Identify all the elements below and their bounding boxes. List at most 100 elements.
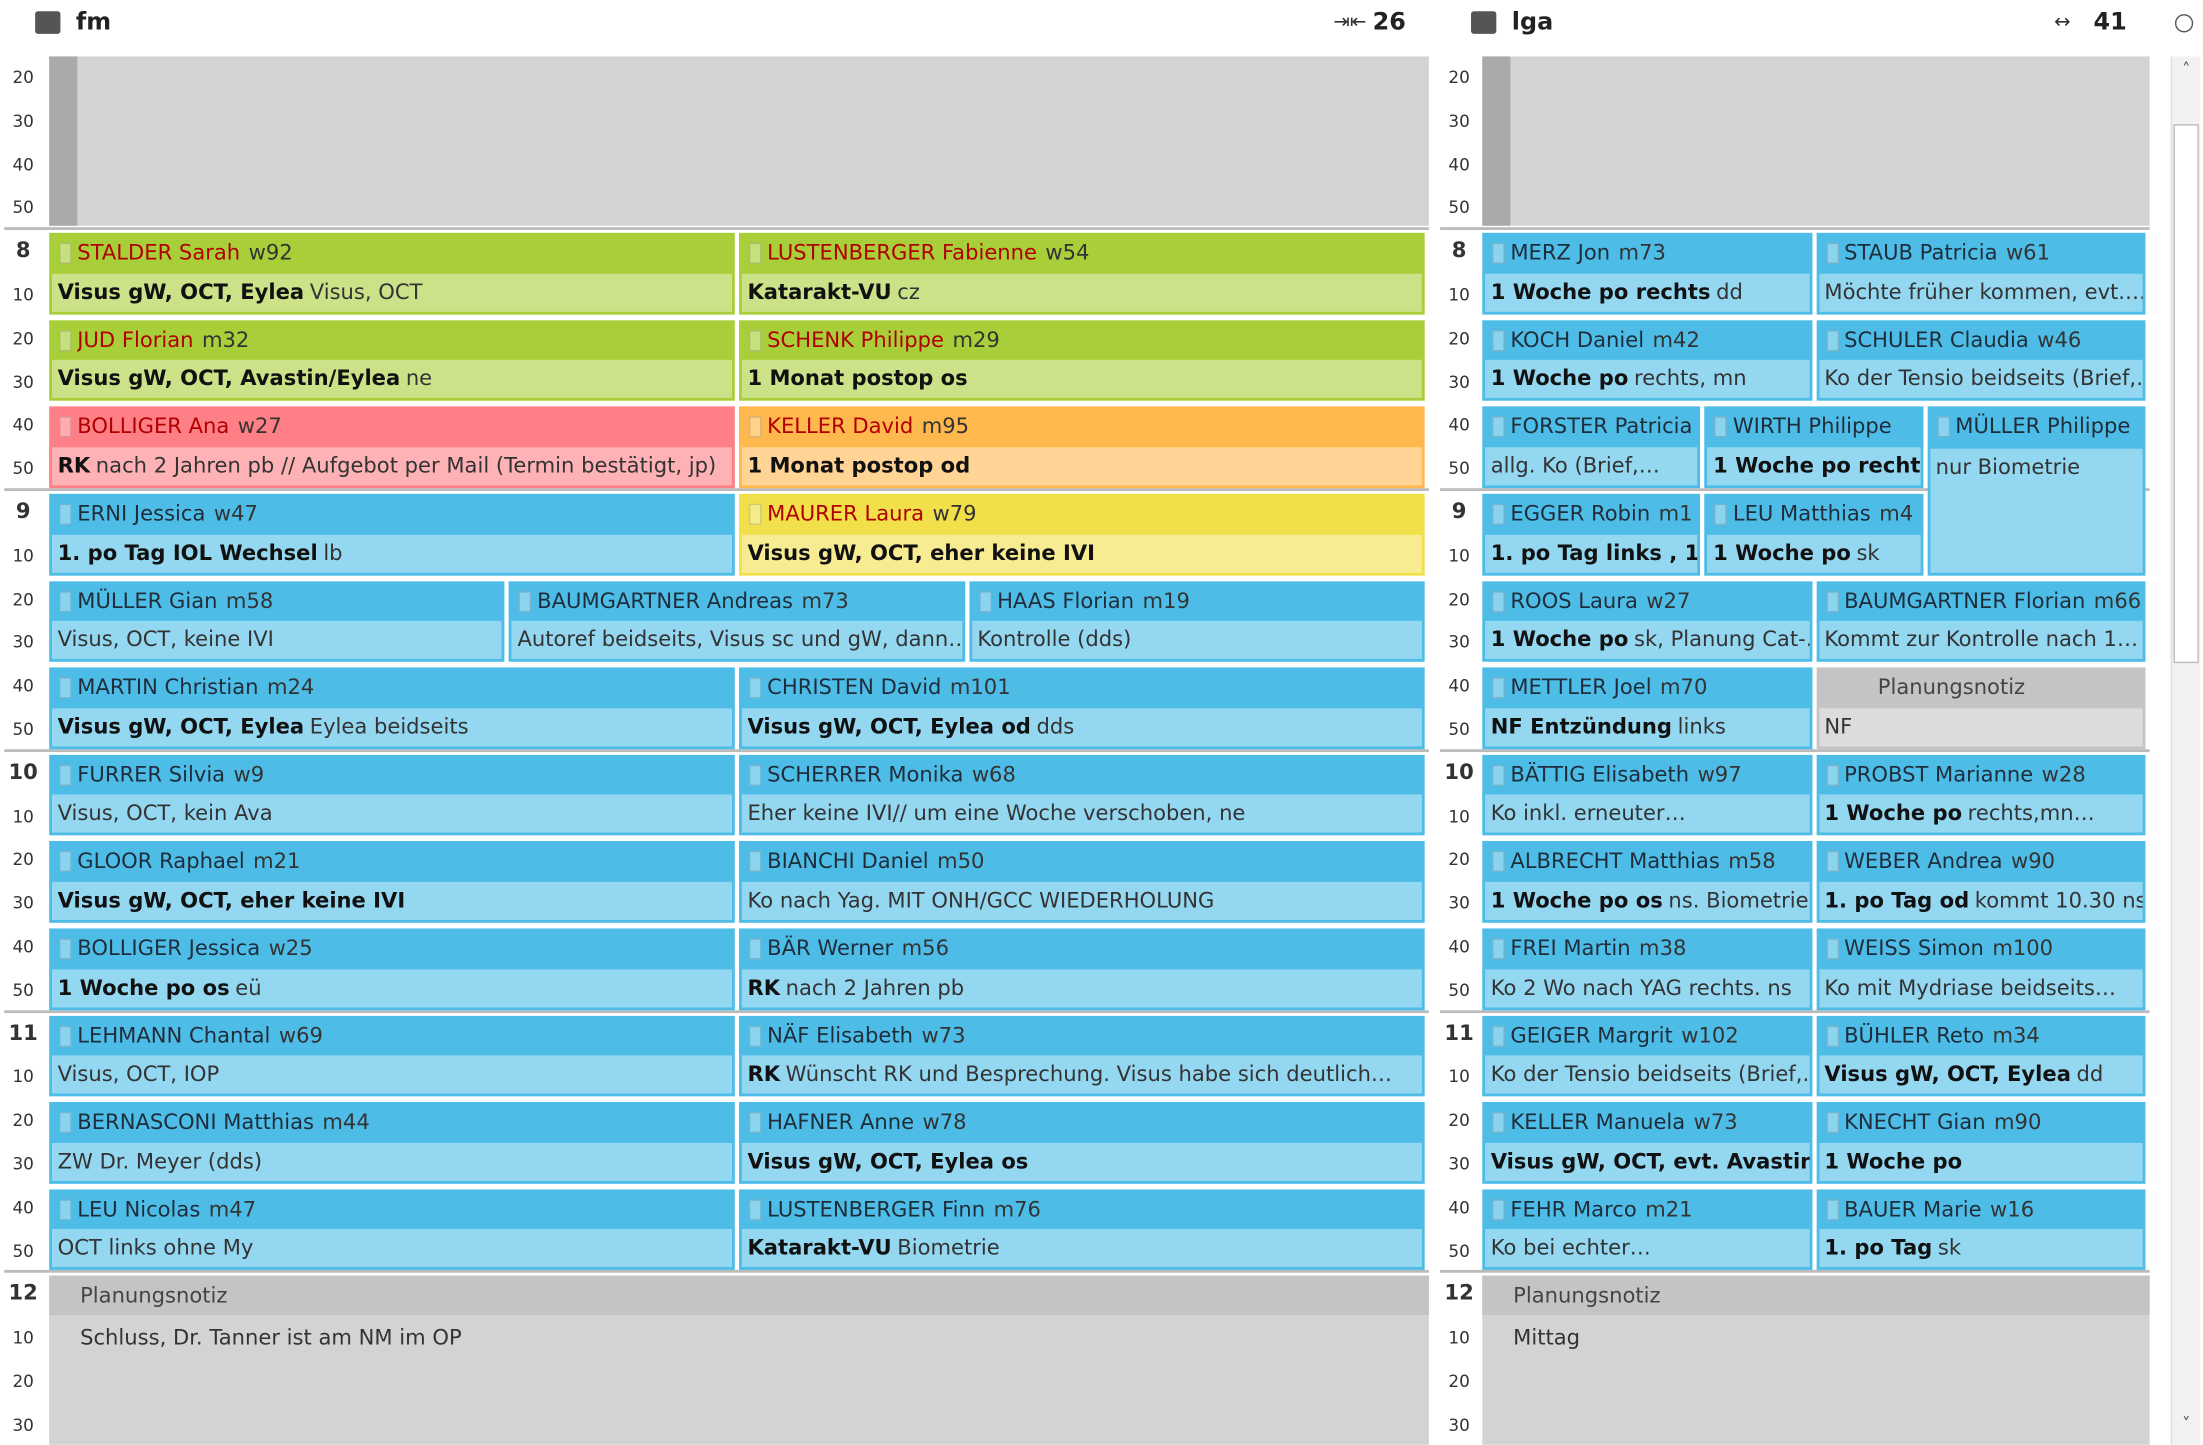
appointment[interactable]: ROOS Laura w27 1 Woche po sk, Planung Cat-… xyxy=(1482,580,1812,663)
appointment[interactable]: BAUMGARTNER Florian m66 Kommt zur Kontroll… xyxy=(1815,580,2146,663)
clock-icon[interactable] xyxy=(2174,14,2194,33)
patient-line: WIRTH Philippe xyxy=(1733,414,1920,439)
appointment[interactable]: LUSTENBERGER Finn m76 Katarakt-VU Biometrie xyxy=(739,1189,1425,1271)
appointment[interactable]: SCHERRER Monika w68 Eher keine IVI// um ei… xyxy=(739,754,1425,836)
patient-name: SCHENK Philippe xyxy=(767,327,945,353)
patient-name: GEIGER Margrit xyxy=(1510,1022,1673,1048)
appointment[interactable]: SCHULER Claudia w46 Ko der Tensio beidseit… xyxy=(1815,320,2146,402)
appointment[interactable]: BOLLIGER Ana w27 RK nach 2 Jahren pb // Auf… xyxy=(49,406,735,489)
appointment[interactable]: EGGER Robin m1 1. po Tag links , 1 xyxy=(1482,493,1701,576)
note-bold: 1 Woche po xyxy=(1824,1148,1963,1174)
appointment[interactable]: LEU Matthias m4 1 Woche po sk xyxy=(1704,493,1923,576)
appointment[interactable]: LEHMANN Chantal w69 Visus, OCT, IOP xyxy=(49,1015,735,1097)
appointment[interactable]: FEHR Marco m21 Ko bei echter… xyxy=(1482,1189,1812,1271)
patient-line: ERNI Jessica w47 xyxy=(77,501,732,526)
appointment[interactable]: Planungsnotiz NF xyxy=(1815,667,2146,749)
appointment[interactable]: KELLER Manuela w73 Visus gW, OCT, evt. Ava… xyxy=(1482,1102,1812,1184)
appointment-note: NF xyxy=(1818,708,2143,747)
appointment[interactable]: FORSTER Patricia allg. Ko (Brief,… xyxy=(1482,406,1701,489)
time-label: 40 xyxy=(12,936,34,957)
appointment-icon xyxy=(1825,590,1839,612)
patient-tag: m19 xyxy=(1142,587,1190,614)
appointment[interactable]: BAUMGARTNER Andreas m73 Autoref beidseits,… xyxy=(509,580,965,663)
time-label: 10 xyxy=(1448,1067,1470,1088)
appointment[interactable]: GLOOR Raphael m21 Visus gW, OCT, eher kein… xyxy=(49,841,735,923)
patient-tag: m24 xyxy=(266,674,315,701)
print-icon[interactable] xyxy=(35,11,61,34)
patient-tag: w73 xyxy=(1693,1109,1738,1135)
time-label: 12 xyxy=(8,1280,38,1306)
scroll-down[interactable]: ˅ xyxy=(2181,1413,2191,1434)
appointment-icon xyxy=(748,416,762,438)
time-label: 10 xyxy=(12,1067,34,1088)
patient-tag: m56 xyxy=(901,935,949,961)
patient-tag: w79 xyxy=(932,500,977,527)
appointment[interactable]: BERNASCONI Matthias m44 ZW Dr. Meyer (dds) xyxy=(49,1102,735,1184)
appointment[interactable]: FURRER Silvia w9 Visus, OCT, kein Ava xyxy=(49,754,735,836)
appointment-icon xyxy=(1825,242,1839,265)
appointment-note: 1 Woche po rechts dd xyxy=(1485,273,1809,312)
scroll-thumb[interactable] xyxy=(2173,124,2199,664)
appointment[interactable]: GEIGER Margrit w102 Ko der Tensio beidseit… xyxy=(1482,1015,1812,1097)
appointment-icon xyxy=(59,329,72,352)
appointment-icon xyxy=(1825,1112,1839,1134)
appointment-icon xyxy=(748,503,762,525)
appointment[interactable]: BIANCHI Daniel m50 Ko nach Yag. MIT ONH/GC… xyxy=(739,841,1425,923)
appointment[interactable]: MÜLLER Gian m58 Visus, OCT, keine IVI xyxy=(49,580,505,663)
patient-line: MAURER Laura w79 xyxy=(767,501,1422,526)
appointment[interactable]: CHRISTEN David m101 Visus gW, OCT, Eylea o… xyxy=(739,667,1425,749)
appointment[interactable]: LUSTENBERGER Fabienne w54 Katarakt-VU cz xyxy=(739,233,1425,315)
note-text: NF xyxy=(1824,713,1853,740)
appointment[interactable]: BÄR Werner m56 RK nach 2 Jahren pb xyxy=(739,928,1425,1010)
patient-name: FREI Martin xyxy=(1510,935,1631,961)
appointment[interactable]: ALBRECHT Matthias m58 1 Woche po os ns. Bio… xyxy=(1482,841,1812,923)
appointment[interactable]: BÄTTIG Elisabeth w97 Ko inkl. erneuter… xyxy=(1482,754,1812,836)
appointment-icon xyxy=(1492,677,1505,699)
patient-line: MÜLLER Gian m58 xyxy=(77,588,502,613)
appointment[interactable]: WEBER Andrea w90 1. po Tag od kommt 10.30 n… xyxy=(1815,841,2146,923)
appointment[interactable]: HAFNER Anne w78 Visus gW, OCT, Eylea os xyxy=(739,1102,1425,1184)
appointment[interactable]: BOLLIGER Jessica w25 1 Woche po os eü xyxy=(49,928,735,1010)
collapse-icon[interactable]: ⇥⇤ xyxy=(1333,11,1367,34)
patient-name: MÜLLER Philippe xyxy=(1955,413,2131,440)
appointment[interactable]: BÜHLER Reto m34 Visus gW, OCT, Eylea dd xyxy=(1815,1015,2146,1097)
patient-line: HAFNER Anne w78 xyxy=(767,1109,1422,1134)
appointment[interactable]: BAUER Marie w16 1. po Tag sk xyxy=(1815,1189,2146,1271)
appointment[interactable]: MERZ Jon m73 1 Woche po rechts dd xyxy=(1482,233,1812,315)
note-bold: 1 Woche po os xyxy=(1490,887,1663,913)
patient-tag: w73 xyxy=(921,1022,966,1048)
appointment[interactable]: MARTIN Christian m24 Visus gW, OCT, Eylea E… xyxy=(49,667,735,749)
appointment[interactable]: NÄF Elisabeth w73 RK Wünscht RK und Besprec… xyxy=(739,1015,1425,1097)
patient-line: STALDER Sarah w92 xyxy=(77,240,732,265)
patient-tag: w92 xyxy=(248,240,293,266)
planning-note[interactable]: Planungsnotiz Mittag xyxy=(1482,1276,2150,1445)
print-icon[interactable] xyxy=(1471,11,1497,34)
appointment[interactable]: PROBST Marianne w28 1 Woche po rechts,mn… xyxy=(1815,754,2146,836)
patient-name: BERNASCONI Matthias xyxy=(77,1109,314,1135)
note-bold: 1. po Tag IOL Wechsel xyxy=(57,539,318,566)
appointment[interactable]: METTLER Joel m70 NF Entzündung links xyxy=(1482,667,1812,749)
scroll-up[interactable]: ˄ xyxy=(2181,59,2191,80)
planning-note[interactable]: Planungsnotiz Schluss, Dr. Tanner ist am … xyxy=(49,1276,1429,1445)
appointment[interactable]: WEISS Simon m100 Ko mit Mydriase beidseits… xyxy=(1815,928,2146,1010)
appointment[interactable]: FREI Martin m38 Ko 2 Wo nach YAG rechts. n… xyxy=(1482,928,1812,1010)
collapse-icon[interactable]: ↔ xyxy=(2054,11,2071,34)
appointment[interactable]: HAAS Florian m19 Kontrolle (dds) xyxy=(968,580,1425,663)
time-label: 10 xyxy=(1448,1328,1470,1348)
time-label: 12 xyxy=(1444,1280,1474,1306)
appointment[interactable]: KOCH Daniel m42 1 Woche po rechts, mn xyxy=(1482,320,1812,402)
appointment[interactable]: STAUB Patricia w61 Möchte früher kommen, e… xyxy=(1815,233,2146,315)
appointment[interactable]: MAURER Laura w79 Visus gW, OCT, eher keine… xyxy=(739,493,1425,576)
appointment[interactable]: KELLER David m95 1 Monat postop od xyxy=(739,406,1425,489)
note-text: eü xyxy=(235,974,262,1000)
appointment[interactable]: MÜLLER Philippe nur Biometrie xyxy=(1927,406,2146,576)
patient-name: METTLER Joel xyxy=(1510,674,1652,701)
appointment[interactable]: STALDER Sarah w92 Visus gW, OCT, Eylea Visu… xyxy=(49,233,735,315)
appointment[interactable]: JUD Florian m32 Visus gW, OCT, Avastin/Eyl… xyxy=(49,320,735,402)
patient-line: BAUMGARTNER Florian m66 xyxy=(1844,588,2143,613)
appointment[interactable]: WIRTH Philippe 1 Woche po rechts xyxy=(1704,406,1923,489)
appointment[interactable]: SCHENK Philippe m29 1 Monat postop os xyxy=(739,320,1425,402)
appointment[interactable]: ERNI Jessica w47 1. po Tag IOL Wechsel lb xyxy=(49,493,735,576)
appointment[interactable]: KNECHT Gian m90 1 Woche po xyxy=(1815,1102,2146,1184)
appointment[interactable]: LEU Nicolas m47 OCT links ohne My xyxy=(49,1189,735,1271)
